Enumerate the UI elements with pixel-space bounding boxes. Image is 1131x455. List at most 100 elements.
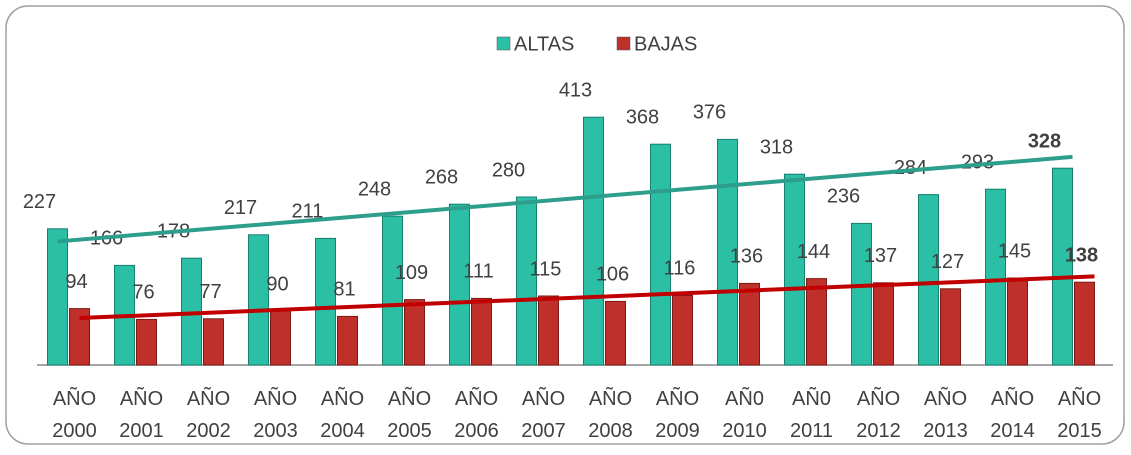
bar xyxy=(449,203,470,366)
x-tick-label: AÑO 2005 xyxy=(387,386,432,442)
x-tick-label-line: AÑO xyxy=(857,386,900,410)
bar xyxy=(672,294,693,366)
data-label: 318 xyxy=(760,136,793,158)
trendline xyxy=(79,274,1095,321)
data-label: 145 xyxy=(998,240,1031,262)
x-tick-label-line: AÑO xyxy=(388,386,431,410)
x-tick-label-line: 2004 xyxy=(320,420,365,442)
x-tick-label-line: 2001 xyxy=(119,420,164,442)
x-tick-label: AÑO 2009 xyxy=(655,386,700,442)
data-label: 77 xyxy=(199,281,221,303)
x-tick-label-line: 2003 xyxy=(253,420,298,442)
x-tick-label-line: 2013 xyxy=(923,420,968,442)
x-tick-label: AÑO 2015 xyxy=(1057,386,1102,442)
bar xyxy=(1074,281,1095,366)
x-tick-label: AÑO 2002 xyxy=(186,386,231,442)
data-label: 144 xyxy=(797,241,830,263)
data-label: 280 xyxy=(492,159,525,181)
bar xyxy=(918,194,939,366)
data-label: 376 xyxy=(693,102,726,124)
data-label: 106 xyxy=(596,264,629,286)
bar xyxy=(382,215,403,366)
x-tick-label-line: AÑO xyxy=(254,386,297,410)
x-tick-label-line: 2000 xyxy=(52,420,97,442)
bar xyxy=(650,143,671,366)
data-label: 248 xyxy=(358,178,391,200)
data-label: 217 xyxy=(224,197,257,219)
data-label: 109 xyxy=(395,262,428,284)
x-tick-label-line: AÑO xyxy=(1058,386,1101,410)
data-label: 138 xyxy=(1065,244,1098,266)
data-label: 111 xyxy=(463,261,493,283)
x-tick-label-line: 2015 xyxy=(1057,420,1102,442)
bar xyxy=(583,116,604,366)
x-tick-label-line: 2010 xyxy=(722,420,767,442)
data-label: 137 xyxy=(864,245,897,267)
legend-swatch xyxy=(496,36,511,51)
x-tick-label-line: AÑO xyxy=(589,386,632,410)
x-tick-label-line: AÑO xyxy=(656,386,699,410)
x-tick-label: AÑO 2004 xyxy=(320,386,365,442)
x-tick-label-line: AÑO xyxy=(321,386,364,410)
data-label: 211 xyxy=(292,201,324,223)
data-label: 413 xyxy=(559,79,592,101)
bar xyxy=(404,299,425,366)
x-tick-label-line: AÑO xyxy=(187,386,230,410)
bar xyxy=(337,315,358,366)
bar xyxy=(248,234,269,366)
bar xyxy=(516,196,537,366)
bar xyxy=(538,295,559,366)
bar xyxy=(136,318,157,366)
legend-label: ALTAS xyxy=(514,33,574,55)
x-tick-label-line: AÑO xyxy=(522,386,565,410)
x-tick-label-line: 2007 xyxy=(521,420,566,442)
data-label: 284 xyxy=(894,157,927,179)
x-tick-label-line: AÑ0 xyxy=(725,386,764,410)
data-label: 116 xyxy=(664,258,696,280)
bar xyxy=(471,297,492,366)
x-tick-label: AÑO 2001 xyxy=(119,386,164,442)
x-tick-label-line: 2005 xyxy=(387,420,432,442)
x-tick-label-line: 2002 xyxy=(186,420,231,442)
x-tick-label-line: 2014 xyxy=(990,420,1035,442)
bar xyxy=(1052,167,1073,366)
x-tick-label-line: AÑO xyxy=(455,386,498,410)
data-label: 328 xyxy=(1028,130,1061,152)
data-label: 293 xyxy=(961,151,994,173)
x-tick-label: AÑO 2013 xyxy=(923,386,968,442)
x-tick-label: AÑO 2003 xyxy=(253,386,298,442)
x-tick-label-line: 2012 xyxy=(856,420,901,442)
x-tick-label-line: 2011 xyxy=(790,420,833,442)
x-tick-label-line: AÑO xyxy=(991,386,1034,410)
x-tick-label-line: AÑO xyxy=(924,386,967,410)
bar xyxy=(851,222,872,366)
x-tick-label-line: AÑO xyxy=(120,386,163,410)
data-label: 236 xyxy=(827,186,860,208)
x-tick-label-line: 2006 xyxy=(454,420,499,442)
data-label: 76 xyxy=(132,282,154,304)
x-tick-label: AÑ0 2011 xyxy=(790,386,833,442)
bar xyxy=(69,308,90,366)
x-tick-label-line: 2008 xyxy=(588,420,633,442)
bar xyxy=(315,237,336,366)
data-label: 115 xyxy=(530,258,562,280)
x-tick-label: AÑO 2014 xyxy=(990,386,1035,442)
bar xyxy=(873,282,894,366)
trendline xyxy=(57,154,1073,244)
x-tick-label: AÑO 2007 xyxy=(521,386,566,442)
bar xyxy=(739,282,760,366)
x-tick-label: AÑO 2008 xyxy=(588,386,633,442)
bar xyxy=(47,228,68,366)
bar xyxy=(203,318,224,366)
x-tick-label-line: AÑO xyxy=(53,386,96,410)
data-label: 81 xyxy=(333,279,355,301)
bar xyxy=(940,288,961,366)
x-tick-label-line: AÑ0 xyxy=(792,386,831,410)
bar xyxy=(806,278,827,366)
data-label: 268 xyxy=(425,166,458,188)
x-tick-label-line: 2009 xyxy=(655,420,700,442)
x-tick-label: AÑO 2000 xyxy=(52,386,97,442)
data-label: 368 xyxy=(626,106,659,128)
bar xyxy=(784,173,805,366)
